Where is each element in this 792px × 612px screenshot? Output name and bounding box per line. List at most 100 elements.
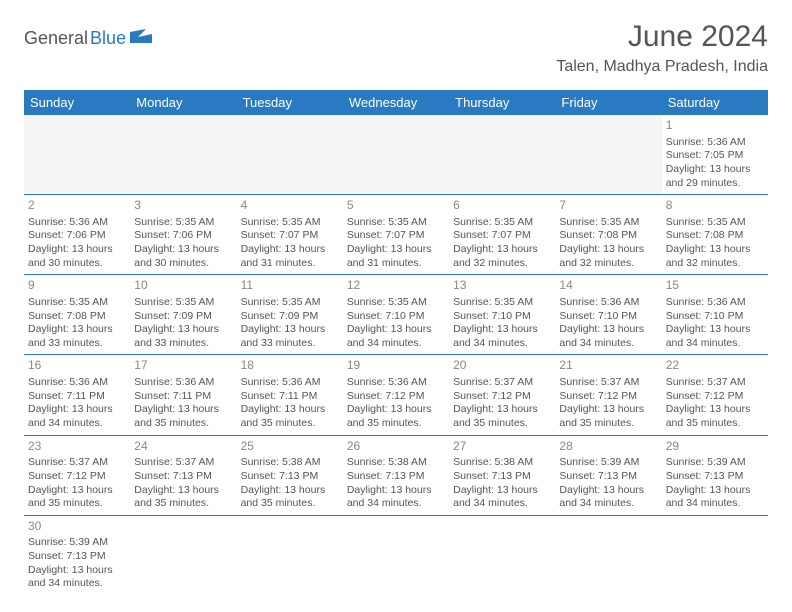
day-number: 15 xyxy=(666,278,764,294)
sunrise-text: Sunrise: 5:38 AM xyxy=(347,456,445,470)
calendar-day-cell: 18 Sunrise: 5:36 AMSunset: 7:11 PMDayligh… xyxy=(237,355,343,435)
daylight-text: Daylight: 13 hours and 33 minutes. xyxy=(134,323,232,350)
sunrise-text: Sunrise: 5:35 AM xyxy=(28,296,126,310)
sunset-text: Sunset: 7:12 PM xyxy=(28,470,126,484)
day-number: 9 xyxy=(28,278,126,294)
calendar-day-cell xyxy=(555,515,661,595)
day-number: 7 xyxy=(559,198,657,214)
calendar-day-cell xyxy=(237,115,343,195)
calendar-day-cell: 2Sunrise: 5:36 AMSunset: 7:06 PMDaylight… xyxy=(24,195,130,275)
weekday-header: Tuesday xyxy=(237,90,343,115)
daylight-text: Daylight: 13 hours and 34 minutes. xyxy=(666,484,764,511)
sunset-text: Sunset: 7:11 PM xyxy=(241,390,339,404)
sunset-text: Sunset: 7:06 PM xyxy=(28,229,126,243)
calendar-day-cell xyxy=(24,115,130,195)
sunrise-text: Sunrise: 5:39 AM xyxy=(559,456,657,470)
sunrise-text: Sunrise: 5:35 AM xyxy=(666,216,764,230)
sunset-text: Sunset: 7:08 PM xyxy=(559,229,657,243)
calendar-week-row: 2Sunrise: 5:36 AMSunset: 7:06 PMDaylight… xyxy=(24,195,768,275)
sunset-text: Sunset: 7:10 PM xyxy=(453,310,551,324)
sunset-text: Sunset: 7:08 PM xyxy=(28,310,126,324)
sunset-text: Sunset: 7:07 PM xyxy=(241,229,339,243)
calendar-day-cell: 1Sunrise: 5:36 AMSunset: 7:05 PMDaylight… xyxy=(662,115,768,195)
sunrise-text: Sunrise: 5:36 AM xyxy=(666,296,764,310)
calendar-day-cell: 19Sunrise: 5:36 AMSunset: 7:12 PMDayligh… xyxy=(343,355,449,435)
calendar-day-cell: 9 Sunrise: 5:35 AMSunset: 7:08 PMDaylight… xyxy=(24,275,130,355)
sunset-text: Sunset: 7:08 PM xyxy=(666,229,764,243)
daylight-text: Daylight: 13 hours and 34 minutes. xyxy=(28,564,126,591)
calendar-day-cell: 16Sunrise: 5:36 AMSunset: 7:11 PMDayligh… xyxy=(24,355,130,435)
day-number: 16 xyxy=(28,358,126,374)
daylight-text: Daylight: 13 hours and 34 minutes. xyxy=(347,484,445,511)
sunrise-text: Sunrise: 5:38 AM xyxy=(241,456,339,470)
sunrise-text: Sunrise: 5:35 AM xyxy=(453,296,551,310)
daylight-text: Daylight: 13 hours and 34 minutes. xyxy=(453,323,551,350)
sunrise-text: Sunrise: 5:35 AM xyxy=(134,216,232,230)
sunset-text: Sunset: 7:13 PM xyxy=(28,550,126,564)
sunrise-text: Sunrise: 5:36 AM xyxy=(241,376,339,390)
calendar-day-cell: 21Sunrise: 5:37 AMSunset: 7:12 PMDayligh… xyxy=(555,355,661,435)
calendar-day-cell xyxy=(449,515,555,595)
daylight-text: Daylight: 13 hours and 35 minutes. xyxy=(666,403,764,430)
calendar-day-cell: 7 Sunrise: 5:35 AMSunset: 7:08 PMDaylight… xyxy=(555,195,661,275)
sunset-text: Sunset: 7:12 PM xyxy=(453,390,551,404)
calendar-day-cell: 5Sunrise: 5:35 AMSunset: 7:07 PMDaylight… xyxy=(343,195,449,275)
daylight-text: Daylight: 13 hours and 32 minutes. xyxy=(559,243,657,270)
calendar-day-cell: 26Sunrise: 5:38 AMSunset: 7:13 PMDayligh… xyxy=(343,435,449,515)
day-number: 24 xyxy=(134,439,232,455)
location-subtitle: Talen, Madhya Pradesh, India xyxy=(556,58,768,76)
weekday-header: Wednesday xyxy=(343,90,449,115)
daylight-text: Daylight: 13 hours and 35 minutes. xyxy=(28,484,126,511)
day-number: 18 xyxy=(241,358,339,374)
weekday-header: Monday xyxy=(130,90,236,115)
header: GeneralBlue June 2024 Talen, Madhya Prad… xyxy=(0,0,792,84)
sunset-text: Sunset: 7:13 PM xyxy=(347,470,445,484)
daylight-text: Daylight: 13 hours and 33 minutes. xyxy=(241,323,339,350)
month-title: June 2024 xyxy=(556,20,768,54)
daylight-text: Daylight: 13 hours and 35 minutes. xyxy=(134,484,232,511)
sunset-text: Sunset: 7:13 PM xyxy=(453,470,551,484)
weekday-header: Sunday xyxy=(24,90,130,115)
sunrise-text: Sunrise: 5:35 AM xyxy=(241,216,339,230)
day-number: 23 xyxy=(28,439,126,455)
sunrise-text: Sunrise: 5:37 AM xyxy=(28,456,126,470)
calendar-day-cell xyxy=(343,115,449,195)
sunset-text: Sunset: 7:12 PM xyxy=(347,390,445,404)
sunrise-text: Sunrise: 5:36 AM xyxy=(134,376,232,390)
calendar-day-cell: 14Sunrise: 5:36 AMSunset: 7:10 PMDayligh… xyxy=(555,275,661,355)
sunset-text: Sunset: 7:05 PM xyxy=(666,149,764,163)
weekday-header: Friday xyxy=(555,90,661,115)
daylight-text: Daylight: 13 hours and 33 minutes. xyxy=(28,323,126,350)
day-number: 5 xyxy=(347,198,445,214)
calendar-day-cell: 27Sunrise: 5:38 AMSunset: 7:13 PMDayligh… xyxy=(449,435,555,515)
daylight-text: Daylight: 13 hours and 34 minutes. xyxy=(559,484,657,511)
sunset-text: Sunset: 7:09 PM xyxy=(134,310,232,324)
daylight-text: Daylight: 13 hours and 31 minutes. xyxy=(347,243,445,270)
sunset-text: Sunset: 7:13 PM xyxy=(559,470,657,484)
calendar-day-cell: 3Sunrise: 5:35 AMSunset: 7:06 PMDaylight… xyxy=(130,195,236,275)
day-number: 26 xyxy=(347,439,445,455)
sunrise-text: Sunrise: 5:35 AM xyxy=(241,296,339,310)
sunrise-text: Sunrise: 5:39 AM xyxy=(28,536,126,550)
daylight-text: Daylight: 13 hours and 32 minutes. xyxy=(666,243,764,270)
daylight-text: Daylight: 13 hours and 32 minutes. xyxy=(453,243,551,270)
calendar-day-cell: 29Sunrise: 5:39 AMSunset: 7:13 PMDayligh… xyxy=(662,435,768,515)
daylight-text: Daylight: 13 hours and 34 minutes. xyxy=(559,323,657,350)
sunrise-text: Sunrise: 5:37 AM xyxy=(453,376,551,390)
day-number: 17 xyxy=(134,358,232,374)
daylight-text: Daylight: 13 hours and 34 minutes. xyxy=(666,323,764,350)
sunset-text: Sunset: 7:10 PM xyxy=(559,310,657,324)
daylight-text: Daylight: 13 hours and 35 minutes. xyxy=(241,403,339,430)
sunrise-text: Sunrise: 5:35 AM xyxy=(453,216,551,230)
sunrise-text: Sunrise: 5:35 AM xyxy=(559,216,657,230)
calendar-day-cell: 11Sunrise: 5:35 AMSunset: 7:09 PMDayligh… xyxy=(237,275,343,355)
weekday-header: Thursday xyxy=(449,90,555,115)
calendar-day-cell xyxy=(555,115,661,195)
calendar-day-cell: 30Sunrise: 5:39 AMSunset: 7:13 PMDayligh… xyxy=(24,515,130,595)
calendar-week-row: 16Sunrise: 5:36 AMSunset: 7:11 PMDayligh… xyxy=(24,355,768,435)
day-number: 6 xyxy=(453,198,551,214)
calendar-day-cell xyxy=(449,115,555,195)
sunrise-text: Sunrise: 5:38 AM xyxy=(453,456,551,470)
sunset-text: Sunset: 7:09 PM xyxy=(241,310,339,324)
calendar-day-cell xyxy=(130,115,236,195)
